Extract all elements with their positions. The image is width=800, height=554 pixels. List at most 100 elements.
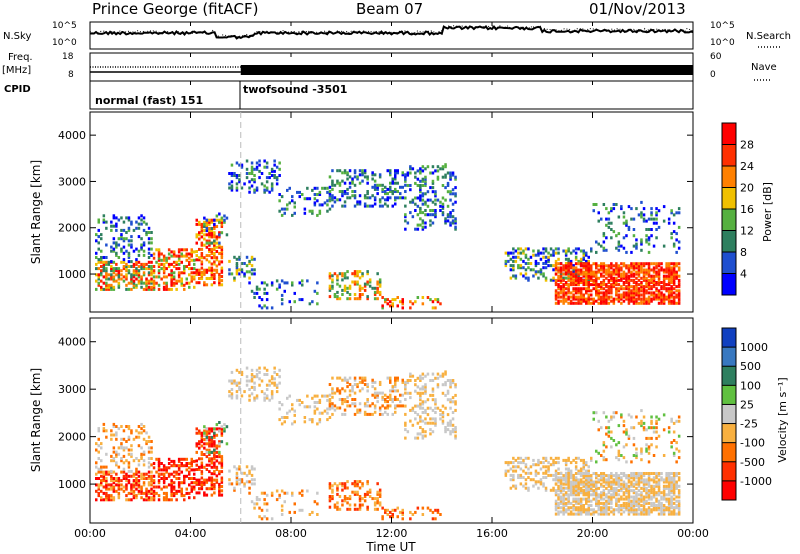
power-cell xyxy=(605,297,608,301)
velocity-cell xyxy=(130,491,133,495)
power-cell xyxy=(391,302,394,306)
velocity-cell xyxy=(127,448,131,452)
velocity-cell xyxy=(667,512,671,516)
velocity-cell xyxy=(253,502,256,506)
velocity-cell xyxy=(562,504,565,507)
velocity-cell xyxy=(615,501,618,505)
velocity-cell xyxy=(293,413,296,417)
power-cell xyxy=(170,281,173,285)
power-cell xyxy=(127,281,131,285)
velocity-cell xyxy=(539,478,543,482)
freq-unit-label: [MHz] xyxy=(2,65,32,76)
power-cell xyxy=(519,247,523,251)
power-cell xyxy=(607,221,611,225)
power-cell xyxy=(544,278,548,282)
velocity-cell xyxy=(147,481,151,485)
power-cell xyxy=(245,270,249,274)
velocity-cell xyxy=(135,429,138,433)
velocity-cell xyxy=(429,417,432,421)
power-cell xyxy=(213,256,216,260)
velocity-cell xyxy=(125,472,128,476)
power-cell xyxy=(260,306,264,310)
power-cell xyxy=(657,268,661,272)
velocity-cell xyxy=(574,499,578,503)
power-cell xyxy=(389,190,392,193)
velocity-cell xyxy=(630,510,633,514)
velocity-cell xyxy=(424,387,427,391)
power-cell xyxy=(175,279,178,283)
velocity-cell xyxy=(213,442,216,446)
velocity-cell xyxy=(665,493,668,497)
power-cell xyxy=(356,280,359,284)
power-cell xyxy=(562,297,565,301)
power-cell xyxy=(444,221,447,225)
power-cell xyxy=(652,266,656,270)
velocity-cell xyxy=(567,489,570,493)
velocity-cell xyxy=(434,417,437,421)
velocity-cell xyxy=(368,495,372,498)
power-cell xyxy=(183,254,186,258)
power-cell xyxy=(421,192,425,196)
power-cell xyxy=(366,295,369,299)
velocity-cell xyxy=(115,472,118,476)
velocity-cell xyxy=(135,477,138,480)
velocity-cell xyxy=(125,474,128,478)
power-cell xyxy=(595,293,598,297)
velocity-cell xyxy=(346,486,349,490)
power-cell xyxy=(298,195,301,199)
velocity-cell xyxy=(544,465,548,469)
velocity-cell xyxy=(529,478,533,482)
velocity-cell xyxy=(597,512,600,516)
nsearch-label: N.Search xyxy=(746,31,792,42)
velocity-cell xyxy=(117,491,121,495)
power-cell xyxy=(120,260,123,264)
velocity-cell xyxy=(590,512,593,516)
power-cell xyxy=(215,235,219,239)
velocity-cell xyxy=(622,510,626,514)
velocity-cell xyxy=(557,504,560,507)
velocity-cell xyxy=(675,480,678,484)
velocity-cell xyxy=(132,496,136,500)
y-tick-label: 1000 xyxy=(58,268,86,281)
velocity-cell xyxy=(630,489,633,493)
station-title: Prince George (fitACF) xyxy=(92,0,259,18)
power-cell xyxy=(336,290,339,294)
velocity-cell xyxy=(326,418,329,422)
velocity-cell xyxy=(338,507,342,511)
power-cell xyxy=(645,234,648,238)
velocity-cell xyxy=(436,510,440,514)
power-cell xyxy=(286,281,289,285)
power-cell xyxy=(167,265,171,268)
power-cell xyxy=(645,276,648,280)
power-cell xyxy=(647,287,651,291)
power-cell xyxy=(670,274,673,278)
velocity-cell xyxy=(343,376,347,380)
velocity-cell xyxy=(381,515,384,519)
velocity-cell xyxy=(567,482,570,486)
velocity-cell xyxy=(557,512,560,516)
power-cell xyxy=(574,301,578,305)
power-cell xyxy=(142,216,146,220)
power-cell xyxy=(419,217,422,221)
power-cell xyxy=(655,293,658,297)
power-cell xyxy=(366,192,369,196)
power-cell xyxy=(672,230,676,234)
power-cell xyxy=(278,167,281,171)
power-cell xyxy=(665,268,668,272)
velocity-cell xyxy=(512,476,515,479)
power-cell xyxy=(351,181,354,185)
power-cell xyxy=(632,287,636,291)
power-cell xyxy=(363,282,367,286)
velocity-cell xyxy=(411,423,415,427)
velocity-cell xyxy=(165,485,168,489)
velocity-cell xyxy=(612,482,616,486)
power-cell xyxy=(255,285,259,289)
velocity-cell xyxy=(627,506,631,510)
power-cell xyxy=(250,178,254,182)
velocity-cell xyxy=(534,469,538,473)
velocity-cell xyxy=(416,506,420,510)
power-cell xyxy=(612,203,616,206)
noise-tick-right-top: 10^5 xyxy=(710,21,735,31)
velocity-cell xyxy=(595,472,598,475)
power-cell xyxy=(195,218,198,222)
